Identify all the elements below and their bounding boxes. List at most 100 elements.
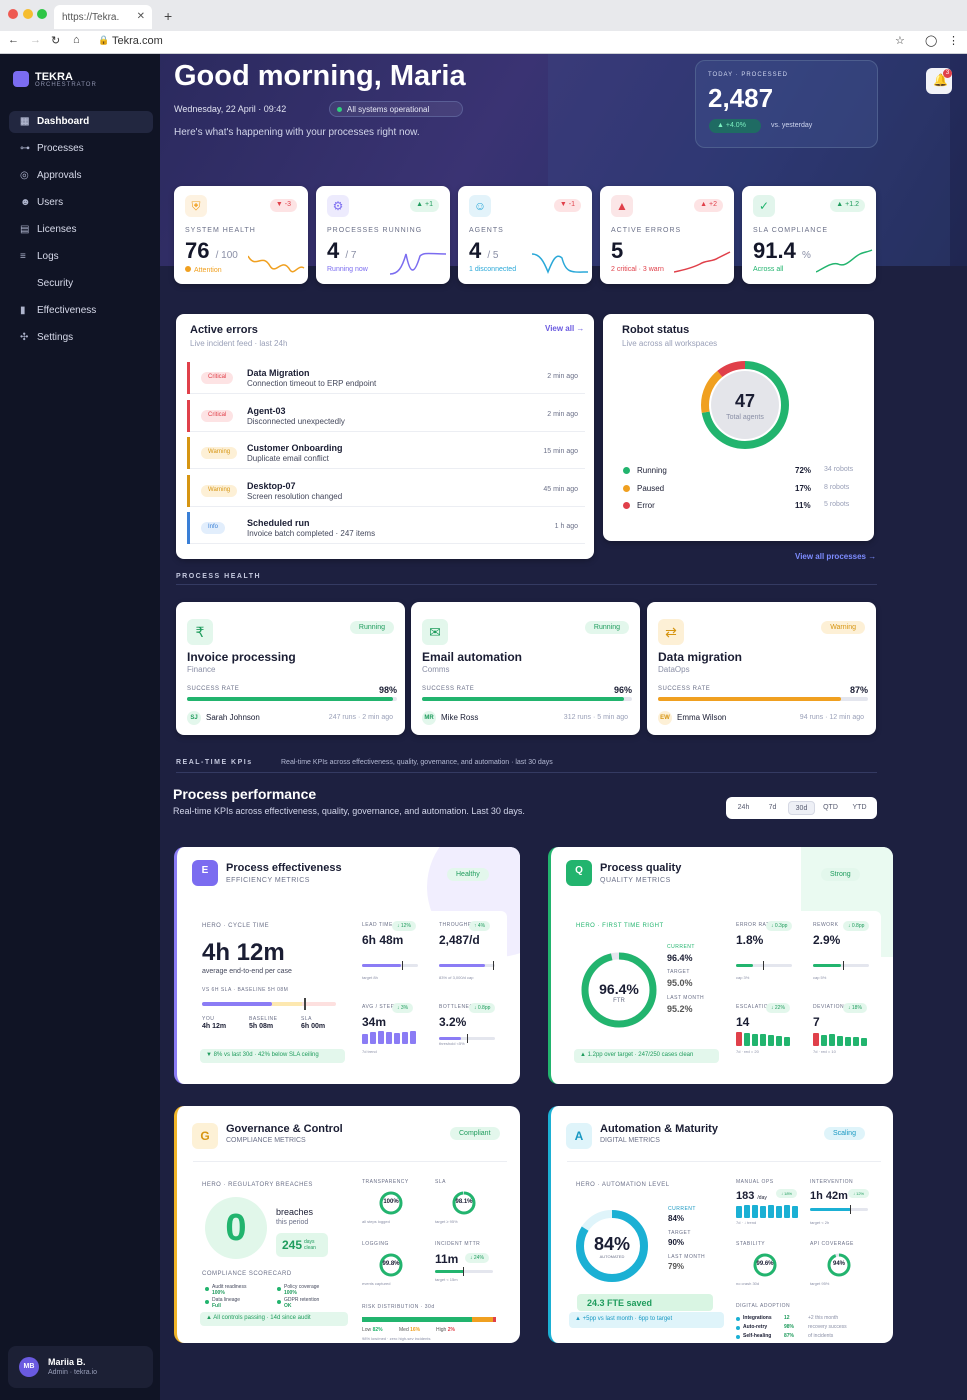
flow-icon: ⊶: [20, 143, 30, 154]
forward-icon[interactable]: →: [30, 34, 41, 46]
donut-slice: [701, 361, 789, 449]
kpi-card[interactable]: ✓ ▲ +1.2 SLA COMPLIANCE 91.4 % Across al…: [742, 186, 876, 284]
maximize-window-icon[interactable]: [37, 9, 47, 19]
metric-note: 7d · red = 10: [813, 1049, 836, 1054]
metric-bar: [439, 1034, 495, 1043]
severity-bar: [187, 362, 190, 394]
metric-change: ↓ 3%: [392, 1003, 414, 1013]
kpi-sparkline: [816, 249, 873, 273]
notification-button[interactable]: 🔔 3: [926, 68, 952, 94]
metric-ring: [827, 1253, 851, 1277]
kpi-delta-badge: ▲ +2: [694, 199, 723, 212]
menu-icon[interactable]: ⋮: [948, 35, 959, 47]
sidebar-item-approvals[interactable]: ◎ Approvals: [20, 170, 82, 181]
check-circle-icon: ◎: [20, 170, 29, 181]
risk-label: RISK DISTRIBUTION · 30d: [362, 1304, 435, 1310]
logo-icon: [13, 71, 29, 87]
close-window-icon[interactable]: [8, 9, 18, 19]
error-row[interactable]: Warning Desktop-07 Screen resolution cha…: [187, 474, 585, 507]
notification-count: 3: [943, 69, 952, 78]
robot-status-count: 34 robots: [824, 466, 854, 473]
metric-change: ↓ 12%: [392, 921, 416, 931]
metric-change: ↓ 18%: [843, 1003, 867, 1013]
sidebar-item-licenses[interactable]: ▤ Licenses: [20, 224, 77, 235]
range-option-7d[interactable]: 7d: [768, 804, 777, 811]
document-icon: ▤: [20, 224, 30, 235]
error-row[interactable]: Critical Data Migration Connection timeo…: [187, 362, 585, 394]
severity-badge: Info: [201, 522, 226, 534]
sidebar-item-logs[interactable]: ≡ Logs: [20, 251, 59, 262]
process-status-badge: Running: [584, 621, 629, 634]
sla-value: 6h 00m: [301, 1023, 326, 1030]
range-option-YTD[interactable]: YTD: [852, 804, 867, 811]
kpi-delta-badge: ▼ -3: [269, 199, 297, 212]
kpi-card[interactable]: ☺ ▼ -1 AGENTS 4 / 5 1 disconnected: [458, 186, 592, 284]
metric-bar-fill: [810, 1208, 851, 1211]
process-name: Email automation: [422, 650, 523, 664]
process-card[interactable]: ⇄ Warning Data migration DataOps SUCCESS…: [647, 602, 876, 735]
new-tab-icon[interactable]: +: [164, 8, 173, 24]
profile-icon[interactable]: ◯: [925, 35, 938, 47]
process-card[interactable]: ✉ Running Email automation Comms SUCCESS…: [411, 602, 640, 735]
effectiveness-card: E Process effectiveness EFFICIENCY METRI…: [174, 847, 520, 1084]
browser-tab[interactable]: https://Tekra. ✕: [54, 5, 152, 29]
robot-total: 47: [734, 391, 756, 411]
user-card[interactable]: MB Mariia B. Admin · tekra.io: [8, 1346, 153, 1388]
governance-badge-icon: G: [192, 1123, 218, 1149]
ftr-ring-chart: [581, 952, 657, 1028]
error-desc: Screen resolution changed: [247, 491, 343, 501]
close-tab-icon[interactable]: ✕: [136, 11, 145, 22]
process-dept: DataOps: [658, 665, 690, 674]
minimize-window-icon[interactable]: [23, 9, 33, 19]
hero-desc: average end-to-end per case: [202, 968, 292, 975]
last-month-value: 79%: [668, 1262, 685, 1271]
home-icon[interactable]: ⌂: [73, 34, 80, 46]
trend-bar: [402, 1032, 408, 1044]
success-rate-value: 96%: [613, 685, 632, 695]
error-desc: Duplicate email conflict: [247, 454, 329, 463]
trend-bar: [744, 1033, 750, 1046]
kpi-card[interactable]: ⛨ ▼ -3 SYSTEM HEALTH 76 / 100 Attention: [174, 186, 308, 284]
sidebar-item-users[interactable]: ☻ Users: [20, 197, 64, 208]
governance-footer: ▲ All controls passing · 14d since audit: [200, 1312, 348, 1326]
cycle-time-value: 4h 12m: [202, 939, 285, 966]
errors-view-all-link[interactable]: View all →: [545, 324, 585, 333]
error-row[interactable]: Warning Customer Onboarding Duplicate em…: [187, 437, 585, 469]
kpi-delta-badge: ▼ -1: [553, 199, 581, 212]
range-option-24h[interactable]: 24h: [737, 804, 750, 811]
sidebar-item-processes[interactable]: ⊶ Processes: [20, 143, 84, 154]
error-row[interactable]: Critical Agent-03 Disconnected unexpecte…: [187, 399, 585, 432]
kpi-card[interactable]: ⚙ ▲ +1 PROCESSES RUNNING 4 / 7 Running n…: [316, 186, 450, 284]
robot-status-count: 5 robots: [824, 501, 850, 508]
user-name: Mariia B.: [48, 1357, 86, 1367]
metric-label: LEAD TIME: [362, 922, 393, 928]
brand-name: TEKRA: [35, 71, 73, 83]
error-row[interactable]: Info Scheduled run Invoice batch complet…: [187, 512, 585, 544]
bookmark-icon[interactable]: ☆: [895, 35, 905, 47]
kpi-card[interactable]: ▲ ▲ +2 ACTIVE ERRORS 5 2 critical · 3 wa…: [600, 186, 734, 284]
sidebar-item-dashboard[interactable]: ▦ Dashboard: [9, 111, 153, 133]
metric-bar: [435, 1267, 493, 1276]
kpi-delta-badge: ▲ +1.2: [830, 199, 865, 212]
process-card[interactable]: ₹ Running Invoice processing Finance SUC…: [176, 602, 405, 735]
risk-segment: [493, 1317, 496, 1322]
metric-tile: THROUGHPUT ↑ 4% 2,487/d 83% of 3,000/d c…: [439, 921, 505, 982]
severity-bar: [187, 399, 190, 432]
metric-label: REWORK: [813, 922, 839, 928]
metric-label: INCIDENT MTTR: [435, 1241, 481, 1247]
metric-value: 11m: [435, 1252, 459, 1266]
sidebar-item-settings[interactable]: ✣ Settings: [20, 332, 74, 343]
view-all-processes-link[interactable]: View all processes →: [795, 552, 877, 561]
url-input[interactable]: Tekra.com: [112, 35, 163, 47]
adoption-label: Integrations: [743, 1315, 772, 1321]
sidebar-item-security[interactable]: Security: [37, 278, 74, 289]
range-option-QTD[interactable]: QTD: [823, 804, 838, 811]
ring-fill: [576, 1210, 648, 1282]
back-icon[interactable]: ←: [8, 34, 19, 46]
metric-label: AVG / STEP: [362, 1004, 395, 1010]
sidebar-item-effectiveness[interactable]: ▮ Effectiveness: [20, 305, 97, 316]
browser-chrome: https://Tekra. ✕ + ← → ↻ ⌂ 🔒 Tekra.com ☆ …: [0, 0, 967, 54]
trend-bar: [386, 1032, 392, 1044]
reload-icon[interactable]: ↻: [51, 35, 61, 47]
range-option-30d[interactable]: 30d: [788, 801, 815, 815]
